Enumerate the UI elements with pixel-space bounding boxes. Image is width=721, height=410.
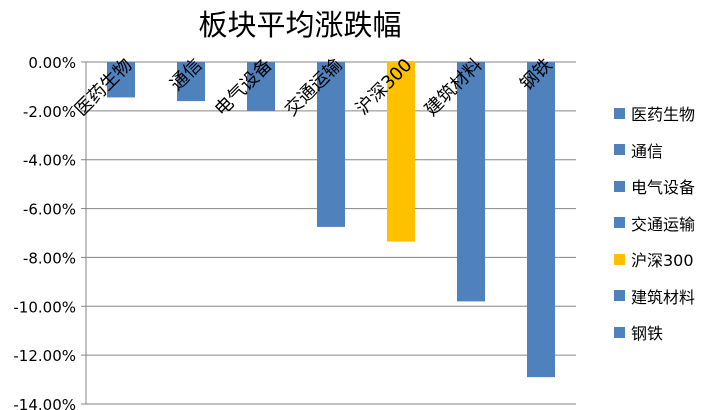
y-tick-label: 0.00% [28, 54, 76, 72]
legend-item: 电气设备 [614, 175, 695, 197]
bar-4 [387, 62, 415, 242]
bar-0 [107, 62, 135, 98]
legend-label: 电气设备 [631, 178, 696, 197]
legend-label: 交通运输 [631, 214, 696, 234]
legend-item: 通信 [614, 139, 663, 161]
legend-label: 钢铁 [631, 324, 664, 343]
legend-label: 通信 [631, 141, 664, 161]
y-tick-label: -12.00% [13, 347, 76, 365]
y-tick-label: -4.00% [23, 152, 76, 170]
legend-swatch [614, 326, 625, 338]
legend-swatch [614, 290, 625, 301]
legend-swatch [614, 180, 625, 192]
legend-item: 钢铁 [614, 321, 663, 343]
legend-label: 沪深300 [631, 251, 694, 270]
y-tick-label: -8.00% [23, 249, 76, 267]
legend-label: 建筑材料 [631, 287, 696, 307]
legend-label: 医药生物 [631, 105, 696, 124]
legend-swatch [614, 217, 625, 228]
y-tick-label: -14.00% [13, 396, 76, 410]
legend-item: 交通运输 [614, 212, 695, 234]
y-tick-label: -6.00% [23, 201, 76, 219]
y-tick-label: -10.00% [13, 298, 76, 316]
legend-swatch [614, 253, 625, 265]
chart-title: 板块平均涨跌幅 [198, 8, 402, 42]
bar-1 [177, 62, 205, 102]
legend-item: 建筑材料 [614, 285, 695, 307]
bar-5 [457, 62, 485, 302]
bar-6 [527, 62, 555, 378]
bar-2 [247, 62, 275, 111]
legend-swatch [614, 107, 625, 119]
bar-3 [317, 62, 345, 227]
legend: 医药生物通信电气设备交通运输沪深300 建筑材料钢铁 [614, 102, 720, 362]
legend-item: 医药生物 [614, 102, 695, 124]
y-tick-label: -2.00% [23, 103, 76, 121]
legend-swatch [614, 144, 625, 155]
legend-item: 沪深300 [614, 248, 694, 270]
